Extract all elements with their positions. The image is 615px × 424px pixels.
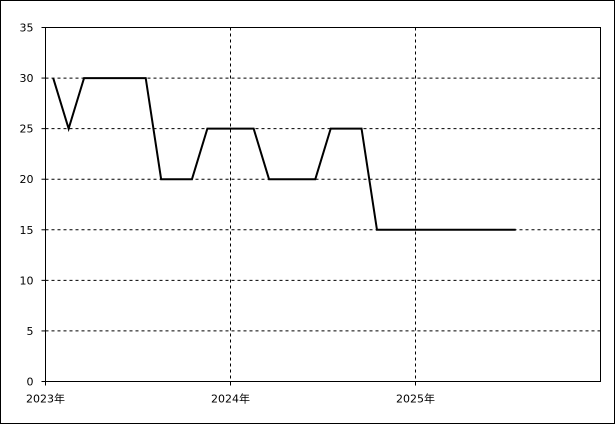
y-tick-label: 10 [20, 274, 34, 287]
x-tick-label: 2023年 [26, 392, 65, 406]
y-tick-label: 30 [20, 72, 34, 85]
x-tick-label: 2024年 [211, 392, 250, 406]
y-tick-label: 25 [20, 123, 34, 136]
plot-area [45, 27, 601, 382]
y-tick-label: 20 [20, 173, 34, 186]
x-tick-label: 2025年 [396, 392, 435, 406]
y-tick-label: 5 [27, 325, 34, 338]
y-tick-label: 35 [20, 22, 34, 35]
y-tick-label: 15 [20, 224, 34, 237]
y-tick-label: 0 [27, 376, 34, 389]
data-line [52, 77, 516, 231]
